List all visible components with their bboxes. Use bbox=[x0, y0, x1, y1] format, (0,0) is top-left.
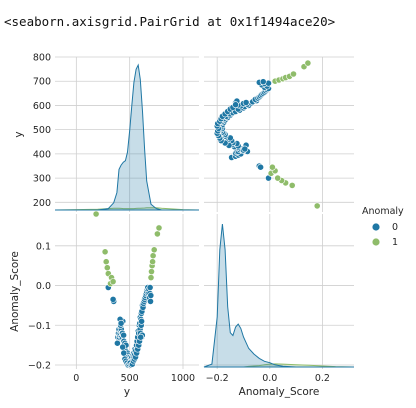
point-upper-series-0-76 bbox=[259, 78, 267, 86]
legend-label-1: 1 bbox=[392, 237, 398, 248]
point-lower-series-1-2 bbox=[102, 258, 110, 266]
score-kde-tick-label: 0.0 bbox=[262, 373, 277, 384]
score-tick-label: 0.1 bbox=[36, 241, 51, 252]
y-kde-tick-label: 0 bbox=[73, 373, 79, 384]
point-lower-series-0-82 bbox=[117, 319, 125, 327]
point-lower-series-1-8 bbox=[147, 274, 155, 281]
point-lower-series-1-11 bbox=[149, 258, 156, 266]
point-lower-series-0-106 bbox=[138, 317, 145, 325]
y-kde-tick-label: 500 bbox=[121, 373, 139, 384]
point-lower-series-1-3 bbox=[103, 264, 111, 272]
kde-score-class-0 bbox=[203, 223, 354, 368]
point-lower-series-1-13 bbox=[150, 246, 158, 254]
legend-label-0: 0 bbox=[392, 222, 398, 233]
kde-y-class-0 bbox=[55, 63, 199, 211]
point-lower-series-0-74 bbox=[146, 284, 154, 291]
point-upper-series-1-4 bbox=[274, 174, 282, 182]
legend-marker-0 bbox=[372, 223, 380, 231]
point-lower-series-1-9 bbox=[148, 268, 155, 275]
score-tick-label: 0.0 bbox=[36, 281, 51, 292]
point-upper-series-1-13 bbox=[290, 70, 297, 78]
y-tick-label: 700 bbox=[33, 77, 51, 88]
point-upper-series-0-79 bbox=[257, 163, 264, 171]
point-lower-series-0-76 bbox=[147, 292, 155, 299]
row2-axis-title: Anomaly_Score bbox=[9, 251, 21, 332]
point-upper-series-1-1 bbox=[288, 181, 296, 189]
point-lower-series-1-12 bbox=[149, 252, 157, 260]
axes-labels: 200 300 400 500 600 700 800 y −0.2 −0.1 0.0 0.1 Anom… bbox=[9, 53, 330, 399]
y-tick-label: 200 bbox=[33, 198, 51, 209]
kde-y-class-1 bbox=[54, 207, 200, 211]
panel-anomaly-score-vs-y bbox=[55, 210, 199, 369]
y-tick-label: 800 bbox=[33, 53, 51, 64]
point-upper-series-1-15 bbox=[304, 59, 312, 67]
score-kde-tick-label: 0.2 bbox=[315, 373, 330, 384]
point-lower-series-0-88 bbox=[120, 349, 128, 357]
point-lower-series-0-17 bbox=[120, 331, 127, 339]
panel-y-kde bbox=[54, 56, 200, 212]
panel-score-kde-background bbox=[204, 214, 354, 369]
y-tick-label: 300 bbox=[33, 174, 51, 185]
legend-marker-1 bbox=[372, 238, 380, 246]
col1-axis-title: y bbox=[124, 386, 130, 398]
point-lower-series-0-79 bbox=[109, 295, 117, 303]
point-lower-series-1-15 bbox=[155, 224, 163, 232]
panel-y-kde-background bbox=[55, 57, 199, 212]
point-upper-series-0-104 bbox=[232, 101, 239, 109]
row1-axis-title: y bbox=[13, 131, 25, 137]
y-tick-label: 500 bbox=[33, 125, 51, 136]
panel-y-vs-anomaly-score bbox=[204, 56, 354, 212]
point-upper-series-0-106 bbox=[242, 99, 250, 106]
score-tick-label: −0.2 bbox=[28, 361, 51, 372]
point-lower-series-1-1 bbox=[101, 248, 109, 256]
point-lower-series-0-87 bbox=[119, 343, 127, 351]
score-kde-tick-label: −0.2 bbox=[206, 373, 229, 384]
score-tick-label: −0.1 bbox=[28, 321, 51, 332]
y-tick-label: 400 bbox=[33, 149, 51, 160]
panel-anomaly-score-kde bbox=[203, 214, 355, 369]
y-tick-label: 600 bbox=[33, 101, 51, 112]
point-lower-series-0-75 bbox=[147, 297, 154, 305]
point-upper-series-0-82 bbox=[241, 145, 249, 153]
y-kde-tick-label: 1000 bbox=[171, 373, 195, 384]
point-lower-series-1-7 bbox=[109, 278, 117, 285]
legend: Anomaly 0 1 bbox=[362, 206, 404, 248]
point-upper-series-1-7 bbox=[268, 163, 276, 171]
col2-axis-title: Anomaly_Score bbox=[239, 386, 320, 398]
legend-title: Anomaly bbox=[362, 206, 404, 217]
output-repr-text: <seaborn.axisgrid.PairGrid at 0x1f1494ac… bbox=[4, 14, 336, 29]
point-upper-series-1-0 bbox=[313, 202, 321, 210]
point-lower-series-0-104 bbox=[137, 333, 145, 341]
point-lower-series-1-0 bbox=[92, 210, 100, 218]
point-lower-series-1-14 bbox=[153, 230, 161, 238]
